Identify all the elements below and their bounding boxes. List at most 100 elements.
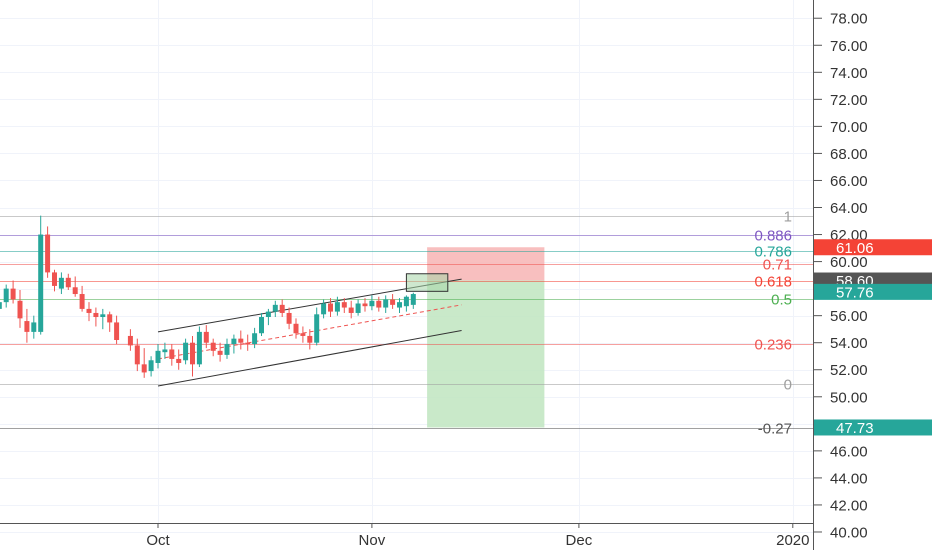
- fib-level-label: 0.786: [754, 244, 792, 261]
- candle-body: [231, 338, 237, 345]
- candle-body: [238, 338, 244, 343]
- fib-level-label: 0.618: [754, 274, 792, 291]
- price-tick-label: 54.00: [830, 335, 868, 352]
- price-badge: [814, 239, 932, 256]
- candle-body: [3, 288, 9, 303]
- candle-body: [196, 331, 202, 365]
- candle-body: [17, 300, 23, 319]
- fib-level-label: 0.236: [754, 337, 792, 354]
- price-tick-label: 46.00: [830, 443, 868, 460]
- candle-body: [355, 303, 361, 313]
- price-badge: [814, 283, 932, 300]
- candle-body: [390, 299, 396, 305]
- price-tick-label: 74.00: [830, 65, 868, 82]
- price-tick-label: 64.00: [830, 200, 868, 217]
- candle-body: [114, 322, 120, 340]
- candle-body: [210, 342, 216, 351]
- candle-body: [86, 308, 92, 313]
- candle-body: [362, 303, 368, 307]
- price-tick-label: 66.00: [830, 173, 868, 190]
- position-tool[interactable]: [427, 247, 545, 428]
- candle-body: [410, 294, 416, 305]
- candle-body: [348, 307, 354, 313]
- entry-zone-box[interactable]: [405, 273, 449, 292]
- price-axis[interactable]: 40.0042.0044.0046.0048.0050.0052.0054.00…: [814, 11, 868, 542]
- time-tick-label: Oct: [146, 532, 170, 549]
- candle-body: [259, 317, 264, 334]
- time-axis[interactable]: Oct Nov Dec 2020: [146, 523, 809, 549]
- candle-body: [162, 349, 168, 353]
- channel-line: [157, 330, 462, 387]
- candle-body: [107, 314, 113, 323]
- candle-body: [328, 303, 333, 312]
- candlestick-series: [0, 215, 416, 378]
- candle-body: [203, 331, 209, 343]
- price-badge-label: 57.76: [836, 284, 874, 301]
- candle-body: [52, 272, 57, 286]
- candle-body: [38, 234, 44, 332]
- time-tick-label: Nov: [359, 532, 386, 549]
- candle-body: [190, 342, 195, 365]
- candle-body: [31, 322, 37, 332]
- candle-body: [376, 300, 382, 308]
- fib-level-label: 0.5: [771, 292, 792, 309]
- candle-body: [397, 302, 402, 308]
- candle-body: [93, 312, 99, 318]
- candle-body: [72, 287, 78, 295]
- price-tick-label: 68.00: [830, 146, 868, 163]
- price-badge-label: 47.73: [836, 420, 874, 437]
- grid-lines: [0, 0, 813, 533]
- candle-body: [334, 302, 340, 312]
- candle-body: [403, 296, 409, 307]
- candle-body: [245, 342, 251, 345]
- price-tick-label: 40.00: [830, 524, 868, 541]
- candle-body: [100, 314, 106, 318]
- candle-body: [265, 311, 271, 318]
- candle-body: [45, 234, 51, 273]
- candle-body: [307, 335, 313, 343]
- candle-body: [321, 303, 327, 315]
- take-profit-zone: [427, 280, 545, 428]
- candle-body: [24, 321, 30, 332]
- candle-body: [293, 323, 299, 334]
- candle-body: [224, 344, 230, 355]
- candle-body: [272, 304, 278, 312]
- candle-body: [369, 300, 375, 307]
- price-tick-label: 52.00: [830, 362, 868, 379]
- candle-body: [0, 302, 2, 309]
- candle-body: [183, 342, 189, 361]
- price-tick-label: 44.00: [830, 470, 868, 487]
- candle-body: [341, 302, 347, 308]
- fib-level-label: 1: [784, 209, 792, 226]
- candle-body: [127, 335, 133, 346]
- price-tick-label: 76.00: [830, 38, 868, 55]
- candle-body: [141, 364, 147, 373]
- candle-body: [148, 360, 154, 372]
- candle-body: [58, 277, 64, 289]
- candle-body: [79, 294, 85, 309]
- price-tick-label: 60.00: [830, 254, 868, 271]
- fib-level-label: 0: [784, 377, 792, 394]
- candle-body: [383, 299, 389, 308]
- candle-body: [155, 350, 161, 363]
- fib-level-label: 0.71: [763, 257, 792, 274]
- price-badge: [814, 419, 932, 436]
- candle-body: [279, 304, 285, 313]
- candle-body: [169, 349, 175, 359]
- price-tick-label: 50.00: [830, 389, 868, 406]
- candle-body: [65, 277, 71, 288]
- fib-level-label: -0.27: [758, 421, 792, 438]
- price-tick-label: 42.00: [830, 497, 868, 514]
- candle-body: [10, 288, 16, 300]
- time-tick-label: 2020: [776, 532, 809, 549]
- price-tick-label: 56.00: [830, 308, 868, 325]
- price-tick-label: 70.00: [830, 119, 868, 136]
- entry-zone-rect: [405, 273, 449, 292]
- fib-level-label: 0.886: [754, 228, 792, 245]
- candle-body: [176, 358, 182, 363]
- time-tick-label: Dec: [566, 532, 593, 549]
- price-tick-label: 78.00: [830, 11, 868, 28]
